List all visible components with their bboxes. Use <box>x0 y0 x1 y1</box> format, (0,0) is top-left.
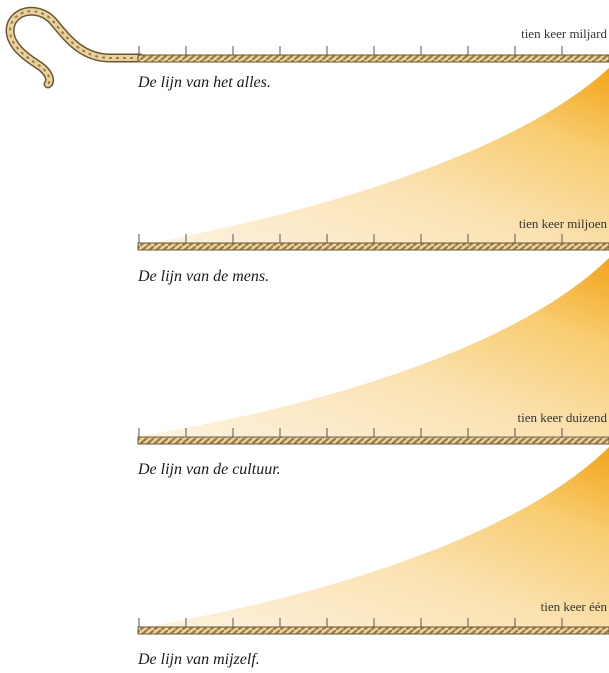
line-1-rope <box>137 54 609 63</box>
line-2-wedge <box>140 258 609 436</box>
line-3: tien keer duizend De lijn van de cultuur… <box>137 410 609 628</box>
line-1: tien keer miljard De lijn van het alles. <box>137 26 609 245</box>
line-2-rope <box>137 242 609 251</box>
line-2-scale-label: tien keer miljoen <box>519 216 608 231</box>
line-1-scale-label: tien keer miljard <box>521 26 607 41</box>
line-1-ticks <box>138 46 563 55</box>
line-3-rope <box>137 436 609 445</box>
line-3-caption: De lijn van de cultuur. <box>137 461 281 478</box>
rope-hook-icon <box>5 6 145 89</box>
line-2-caption: De lijn van de mens. <box>137 268 269 285</box>
line-4: tien keer één De lijn van mijzelf. <box>137 599 609 668</box>
line-1-wedge <box>140 68 609 245</box>
line-4-scale-label: tien keer één <box>541 599 608 614</box>
line-2-ticks <box>138 234 563 243</box>
line-2: tien keer miljoen De lijn van de mens. <box>137 216 609 436</box>
line-3-wedge <box>140 447 609 628</box>
line-4-rope <box>137 626 609 635</box>
line-1-caption: De lijn van het alles. <box>137 74 271 91</box>
line-3-scale-label: tien keer duizend <box>517 410 607 425</box>
line-3-ticks <box>138 428 563 437</box>
line-4-ticks <box>138 618 563 627</box>
line-4-caption: De lijn van mijzelf. <box>137 651 260 668</box>
